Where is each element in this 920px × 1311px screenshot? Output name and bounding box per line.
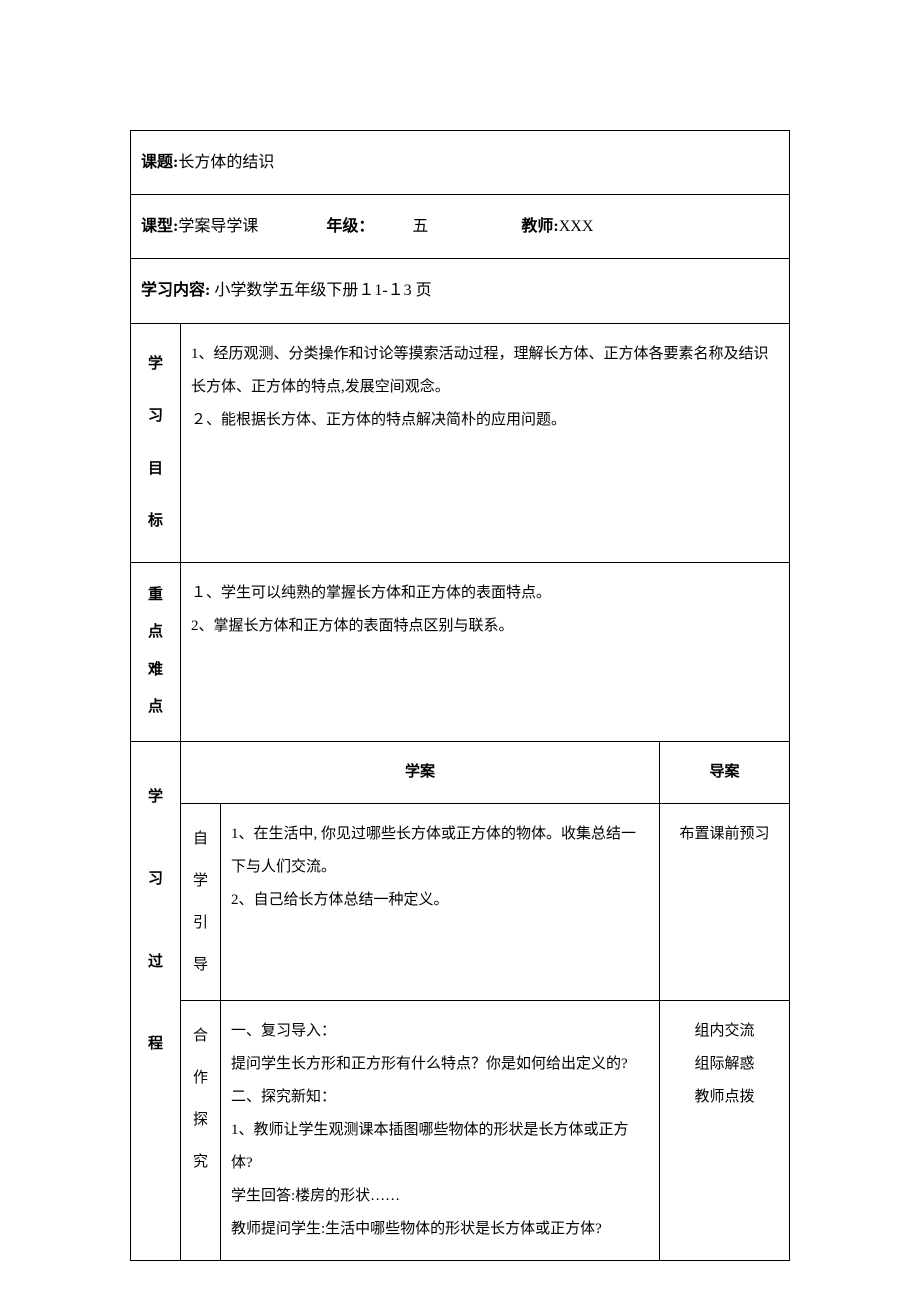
coop-label: 合 作 探 究 — [181, 1000, 221, 1260]
topic-row: 课题:长方体的结识 — [131, 131, 790, 195]
teacher-label: 教师: — [521, 209, 558, 244]
keypoints-row: 重 点 难 点 １、学生可以纯熟的掌握长方体和正方体的表面特点。 2、掌握长方体… — [131, 562, 790, 741]
coop-row: 合 作 探 究 一、复习导入： 提问学生长方形和正方形有什么特点？你是如何给出定… — [131, 1000, 790, 1260]
type-value: 学案导学课 — [178, 209, 258, 244]
self-study-label: 自 学 引 导 — [181, 803, 221, 1000]
content-row: 学习内容: 小学数学五年级下册１1-１3 页 — [131, 259, 790, 323]
teacher-value: XXX — [559, 209, 594, 244]
topic-label: 课题: — [141, 154, 178, 171]
meta-row: 课型:学案导学课 年级： 五 教师:XXX — [131, 195, 790, 259]
coop-guide: 组内交流 组际解惑 教师点拨 — [659, 1000, 789, 1260]
keypoints-label: 重 点 难 点 — [131, 562, 181, 741]
content-label: 学习内容: — [141, 282, 210, 299]
meta-cell: 课型:学案导学课 年级： 五 教师:XXX — [131, 195, 790, 259]
type-label: 课型: — [141, 209, 178, 244]
self-study-row: 自 学 引 导 1、在生活中, 你见过哪些长方体或正方体的物体。收集总结一下与人… — [131, 803, 790, 1000]
objectives-text: 1、经历观测、分类操作和讨论等摸索活动过程，理解长方体、正方体各要素名称及结识长… — [181, 323, 790, 562]
lesson-plan-table: 课题:长方体的结识 课型:学案导学课 年级： 五 教师:XXX 学习内容: 小学… — [130, 130, 790, 1261]
grade-value: 五 — [412, 209, 428, 244]
objectives-label: 学 习 目 标 — [131, 323, 181, 562]
process-label: 学 习 过 程 — [131, 741, 181, 1260]
self-study-content: 1、在生活中, 你见过哪些长方体或正方体的物体。收集总结一下与人们交流。 2、自… — [221, 803, 660, 1000]
topic-cell: 课题:长方体的结识 — [131, 131, 790, 195]
plan-header: 学案 — [181, 741, 660, 803]
content-cell: 学习内容: 小学数学五年级下册１1-１3 页 — [131, 259, 790, 323]
self-study-guide: 布置课前预习 — [659, 803, 789, 1000]
grade-label: 年级： — [326, 209, 374, 244]
guide-header: 导案 — [659, 741, 789, 803]
coop-content: 一、复习导入： 提问学生长方形和正方形有什么特点？你是如何给出定义的? 二、探究… — [221, 1000, 660, 1260]
objectives-row: 学 习 目 标 1、经历观测、分类操作和讨论等摸索活动过程，理解长方体、正方体各… — [131, 323, 790, 562]
topic-value: 长方体的结识 — [178, 154, 274, 171]
keypoints-text: １、学生可以纯熟的掌握长方体和正方体的表面特点。 2、掌握长方体和正方体的表面特… — [181, 562, 790, 741]
content-value: 小学数学五年级下册１1-１3 页 — [214, 282, 431, 299]
plan-header-row: 学 习 过 程 学案 导案 — [131, 741, 790, 803]
